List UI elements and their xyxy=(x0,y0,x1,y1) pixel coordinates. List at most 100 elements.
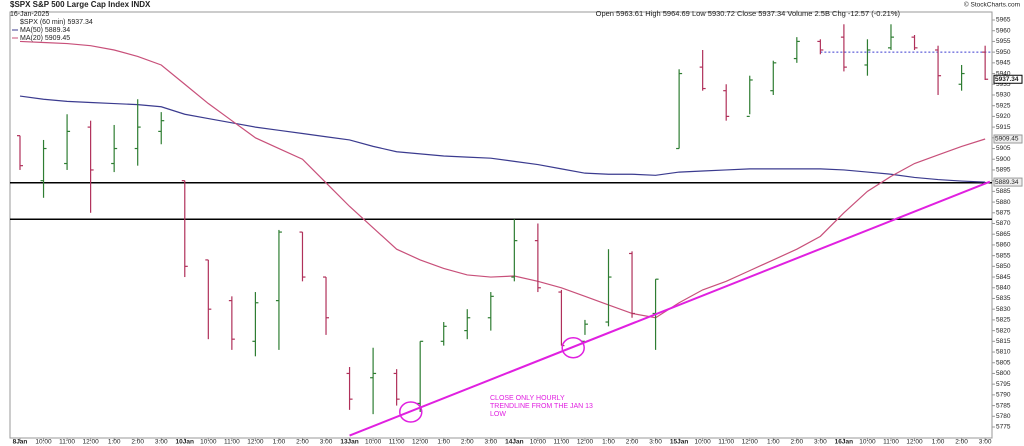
x-tick-label: 10:00 xyxy=(200,439,217,446)
x-tick-label: 3:00 xyxy=(649,439,662,446)
y-tick-label: 5885 xyxy=(996,188,1011,195)
y-tick-label: 5775 xyxy=(996,424,1011,431)
circle-marker xyxy=(561,336,585,359)
price-label-box xyxy=(993,177,1023,187)
x-tick-label: 12:00 xyxy=(412,439,429,446)
x-tick-label: 10:00 xyxy=(530,439,547,446)
y-tick-label: 5780 xyxy=(996,413,1011,420)
x-tick-label: 3:00 xyxy=(484,439,497,446)
x-tick-label: 1:00 xyxy=(437,439,450,446)
x-tick-label: 11:00 xyxy=(59,439,75,446)
x-tick-label: 12:00 xyxy=(247,439,264,446)
x-tick-label: 14Jan xyxy=(505,439,523,446)
x-tick-label: 1:00 xyxy=(273,439,286,446)
header-values: Open 5963.61 High 5964.69 Low 5930.72 Cl… xyxy=(596,9,901,18)
y-tick-label: 5950 xyxy=(996,49,1011,56)
x-tick-label: 10:00 xyxy=(859,439,876,446)
y-tick-label: 5960 xyxy=(996,27,1011,34)
y-tick-label: 5800 xyxy=(996,370,1011,377)
y-tick-label: 5920 xyxy=(996,113,1011,120)
x-tick-label: 2:00 xyxy=(626,439,639,446)
chart-title: $SPX S&P 500 Large Cap Index INDX xyxy=(10,0,151,9)
x-tick-label: 1:00 xyxy=(767,439,780,446)
x-tick-label: 11:00 xyxy=(883,439,899,446)
ma-line xyxy=(19,95,986,183)
y-tick-label: 5850 xyxy=(996,263,1011,270)
y-tick-label: 5905 xyxy=(996,145,1011,152)
x-tick-label: 16Jan xyxy=(835,439,853,446)
y-tick-label: 5815 xyxy=(996,338,1011,345)
legend-ma20: MA(20) 5909.45 xyxy=(20,35,70,42)
x-tick-label: 11:00 xyxy=(554,439,570,446)
legend-price: $SPX (60 min) 5937.34 xyxy=(20,19,93,26)
y-tick-label: 5895 xyxy=(996,167,1011,174)
trendline xyxy=(349,180,991,437)
x-tick-label: 2:00 xyxy=(790,439,803,446)
x-tick-label: 2:00 xyxy=(296,439,309,446)
y-tick-label: 5795 xyxy=(996,381,1011,388)
y-tick-label: 5830 xyxy=(996,306,1011,313)
price-label: 5937.34 xyxy=(995,76,1019,83)
price-label: 5889.34 xyxy=(995,179,1019,186)
y-tick-label: 5785 xyxy=(996,402,1011,409)
price-label-box xyxy=(993,134,1023,144)
y-tick-label: 5935 xyxy=(996,81,1011,88)
x-tick-label: 10Jan xyxy=(176,439,194,446)
y-tick-label: 5790 xyxy=(996,392,1011,399)
y-tick-label: 5915 xyxy=(996,124,1011,131)
annotation: TRENDLINE FROM THE JAN 13 xyxy=(490,403,593,410)
y-tick-label: 5820 xyxy=(996,327,1011,334)
x-tick-label: 2:00 xyxy=(955,439,968,446)
annotation: LOW xyxy=(490,411,506,418)
y-tick-label: 5880 xyxy=(996,199,1011,206)
y-tick-label: 5810 xyxy=(996,349,1011,356)
y-tick-label: 5925 xyxy=(996,102,1011,109)
x-tick-label: 1:00 xyxy=(602,439,615,446)
x-tick-label: 1:00 xyxy=(932,439,945,446)
x-tick-label: 1:00 xyxy=(108,439,121,446)
credit: © StockCharts.com xyxy=(964,1,1020,9)
price-label: 5909.45 xyxy=(995,136,1019,143)
date: 16-Jan-2025 xyxy=(10,11,49,18)
x-tick-label: 10:00 xyxy=(35,439,52,446)
x-tick-label: 11:00 xyxy=(718,439,734,446)
y-tick-label: 5940 xyxy=(996,70,1011,77)
annotation: CLOSE ONLY HOURLY xyxy=(490,395,565,402)
x-tick-label: 2:00 xyxy=(131,439,144,446)
y-tick-label: 5845 xyxy=(996,274,1011,281)
x-tick-label: 3:00 xyxy=(979,439,992,446)
x-tick-label: 12:00 xyxy=(906,439,923,446)
price-label-box xyxy=(993,74,1023,84)
x-tick-label: 13Jan xyxy=(340,439,358,446)
y-tick-label: 5945 xyxy=(996,60,1011,67)
x-tick-label: 3:00 xyxy=(320,439,333,446)
y-tick-label: 5805 xyxy=(996,359,1011,366)
y-tick-label: 5855 xyxy=(996,252,1011,259)
x-tick-label: 11:00 xyxy=(224,439,240,446)
y-tick-label: 5865 xyxy=(996,231,1011,238)
y-tick-label: 5900 xyxy=(996,156,1011,163)
x-tick-label: 12:00 xyxy=(742,439,759,446)
circle-marker xyxy=(399,401,423,423)
x-tick-label: 8Jan xyxy=(13,439,28,446)
x-tick-label: 3:00 xyxy=(155,439,168,446)
ma-line xyxy=(19,40,986,319)
x-tick-label: 15Jan xyxy=(670,439,688,446)
y-tick-label: 5955 xyxy=(996,38,1011,45)
y-tick-label: 5825 xyxy=(996,317,1011,324)
x-tick-label: 3:00 xyxy=(814,439,827,446)
y-tick-label: 5875 xyxy=(996,210,1011,217)
x-tick-label: 10:00 xyxy=(695,439,712,446)
plot-frame xyxy=(9,11,993,439)
y-tick-label: 5870 xyxy=(996,220,1011,227)
y-tick-label: 5965 xyxy=(996,17,1011,24)
legend-ma50: MA(50) 5889.34 xyxy=(20,27,70,34)
x-tick-label: 12:00 xyxy=(577,439,594,446)
x-tick-label: 11:00 xyxy=(389,439,405,446)
y-tick-label: 5860 xyxy=(996,242,1011,249)
y-tick-label: 5835 xyxy=(996,295,1011,302)
y-tick-label: 5840 xyxy=(996,284,1011,291)
x-tick-label: 10:00 xyxy=(365,439,382,446)
